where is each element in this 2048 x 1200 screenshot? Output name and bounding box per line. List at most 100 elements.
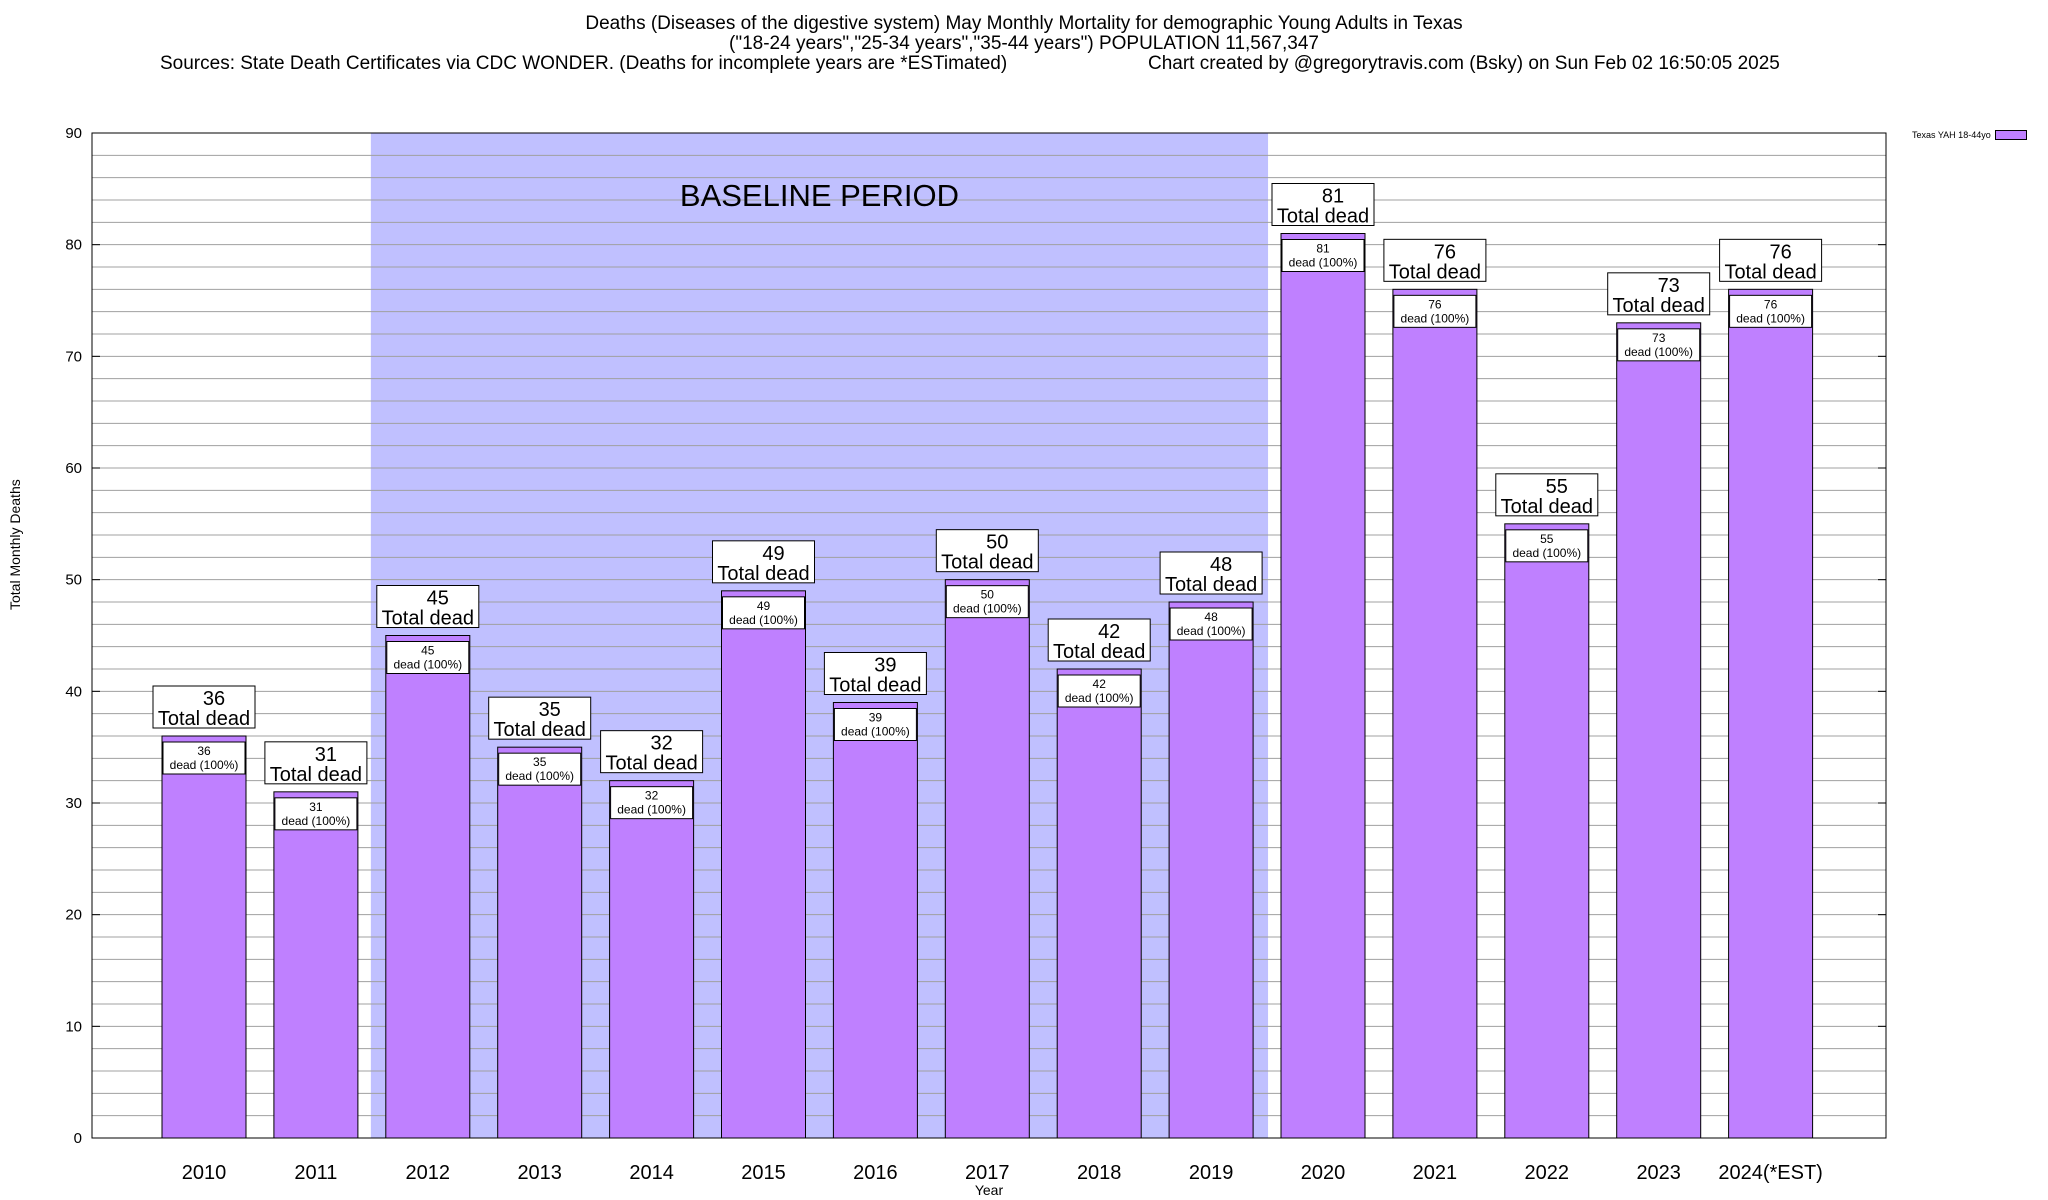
baseline-period-label: BASELINE PERIOD (680, 178, 959, 213)
x-tick-label: 2019 (1189, 1162, 1234, 1184)
bar (832, 702, 918, 1139)
y-tick-label: 70 (65, 348, 82, 365)
bar-inner-percent: dead (100%) (953, 602, 1022, 616)
bar-inner-label-box (1617, 328, 1701, 362)
bar-top-value: 42 (1098, 621, 1120, 643)
bar-top-label-box (823, 652, 927, 695)
bar-inner-percent: dead (100%) (1624, 345, 1693, 359)
chart-title-line-2: ("18-24 years","25-34 years","35-44 year… (729, 33, 1319, 54)
y-tick-label: 30 (65, 795, 82, 812)
bar-inner-percent: dead (100%) (393, 658, 462, 672)
x-tick-label: 2015 (741, 1162, 786, 1184)
bar-inner-label-box (386, 641, 470, 674)
x-tick-label: 2021 (1413, 1162, 1458, 1184)
bar-top-value: 49 (762, 543, 784, 565)
bar (1504, 523, 1590, 1139)
x-tick-label: 2010 (182, 1162, 227, 1184)
bar-top-caption: Total dead (270, 764, 362, 786)
x-tick-label: 2018 (1077, 1162, 1122, 1184)
bar (497, 746, 583, 1139)
bar (161, 735, 247, 1139)
bar-inner-label-box (498, 752, 582, 786)
bar (721, 590, 806, 1139)
bar-top-caption: Total dead (158, 708, 250, 730)
bar-inner-label-box (610, 786, 694, 820)
legend-label: Texas YAH 18-44yo (1912, 130, 1991, 140)
y-tick-label: 40 (65, 683, 82, 700)
bar-top-caption: Total dead (1277, 206, 1369, 228)
bar-inner-percent: dead (100%) (841, 725, 910, 739)
bar-top-caption: Total dead (717, 563, 809, 585)
bar-inner-percent: dead (100%) (170, 758, 239, 772)
bar-inner-value: 50 (981, 588, 995, 602)
bar-top-caption: Total dead (941, 552, 1033, 574)
bar-top-label-box (600, 730, 704, 774)
x-tick-label: 2014 (629, 1162, 674, 1184)
bar (1056, 668, 1142, 1139)
bar (273, 791, 359, 1139)
bar-inner-percent: dead (100%) (617, 803, 686, 817)
bar-top-caption: Total dead (829, 675, 921, 697)
bar-inner-value: 48 (1204, 610, 1218, 624)
bar-top-caption: Total dead (1053, 641, 1145, 663)
y-axis-label: Total Monthly Deaths (7, 479, 23, 610)
bar (609, 780, 695, 1139)
bar-inner-value: 31 (309, 800, 323, 814)
chart-source: Sources: State Death Certificates via CD… (160, 53, 1008, 74)
bar-top-value: 81 (1322, 186, 1344, 208)
bar-top-label-box (712, 540, 815, 584)
bar-inner-percent: dead (100%) (282, 814, 351, 828)
x-tick-label: 2012 (406, 1162, 451, 1184)
y-tick-label: 80 (65, 237, 82, 254)
bar-inner-value: 36 (197, 744, 211, 758)
bar-inner-label-box (833, 708, 917, 741)
bar-top-value: 76 (1434, 241, 1456, 263)
bar-top-label-box (264, 741, 368, 785)
bar-inner-percent: dead (100%) (1177, 624, 1246, 638)
bar-inner-percent: dead (100%) (1736, 311, 1805, 325)
bar-inner-value: 39 (869, 711, 883, 725)
bar-top-value: 31 (315, 744, 337, 766)
bar-top-value: 76 (1769, 241, 1791, 263)
bar-inner-value: 42 (1093, 677, 1107, 691)
bar-inner-label-box (162, 741, 246, 775)
legend-swatch (1994, 130, 2027, 140)
bar-inner-percent: dead (100%) (505, 769, 574, 783)
x-tick-label: 2024(*EST) (1718, 1162, 1823, 1184)
bar-inner-label-box (1281, 239, 1365, 272)
bar-top-caption: Total dead (494, 719, 586, 741)
bar (1392, 288, 1478, 1139)
bar-top-label-box (152, 685, 256, 729)
bar-top-value: 50 (986, 532, 1008, 554)
bar-inner-label-box (1393, 294, 1477, 328)
bar-top-value: 39 (874, 655, 896, 677)
bar-top-value: 48 (1210, 554, 1232, 576)
y-tick-label: 60 (65, 460, 82, 477)
bar-top-value: 32 (650, 733, 672, 755)
x-tick-label: 2011 (294, 1162, 337, 1184)
bar-top-label-box (1383, 238, 1487, 282)
bar-inner-value: 35 (533, 755, 547, 769)
bar-top-label-box (1047, 618, 1151, 662)
bar-top-value: 73 (1658, 275, 1680, 297)
bar (385, 635, 471, 1139)
bar-inner-value: 73 (1652, 331, 1666, 345)
bar (1728, 288, 1814, 1139)
x-tick-label: 2013 (517, 1162, 562, 1184)
bar-top-caption: Total dead (1165, 574, 1257, 596)
bar-top-label-box (376, 585, 480, 628)
bar-inner-label-box (274, 797, 358, 831)
bar-top-caption: Total dead (1613, 295, 1705, 317)
legend: Texas YAH 18-44yo (1912, 130, 2027, 140)
bar-top-caption: Total dead (1724, 261, 1816, 283)
bar-inner-value: 45 (421, 644, 435, 658)
y-tick-label: 50 (65, 572, 82, 589)
bar-top-value: 55 (1546, 476, 1568, 498)
bar-top-label-box (1159, 551, 1263, 595)
bar-inner-value: 32 (645, 789, 659, 803)
y-tick-label: 90 (65, 125, 82, 142)
bar-inner-percent: dead (100%) (1401, 311, 1470, 325)
bar-inner-percent: dead (100%) (729, 613, 798, 627)
chart-title-line-1: Deaths (Diseases of the digestive system… (585, 13, 1463, 34)
